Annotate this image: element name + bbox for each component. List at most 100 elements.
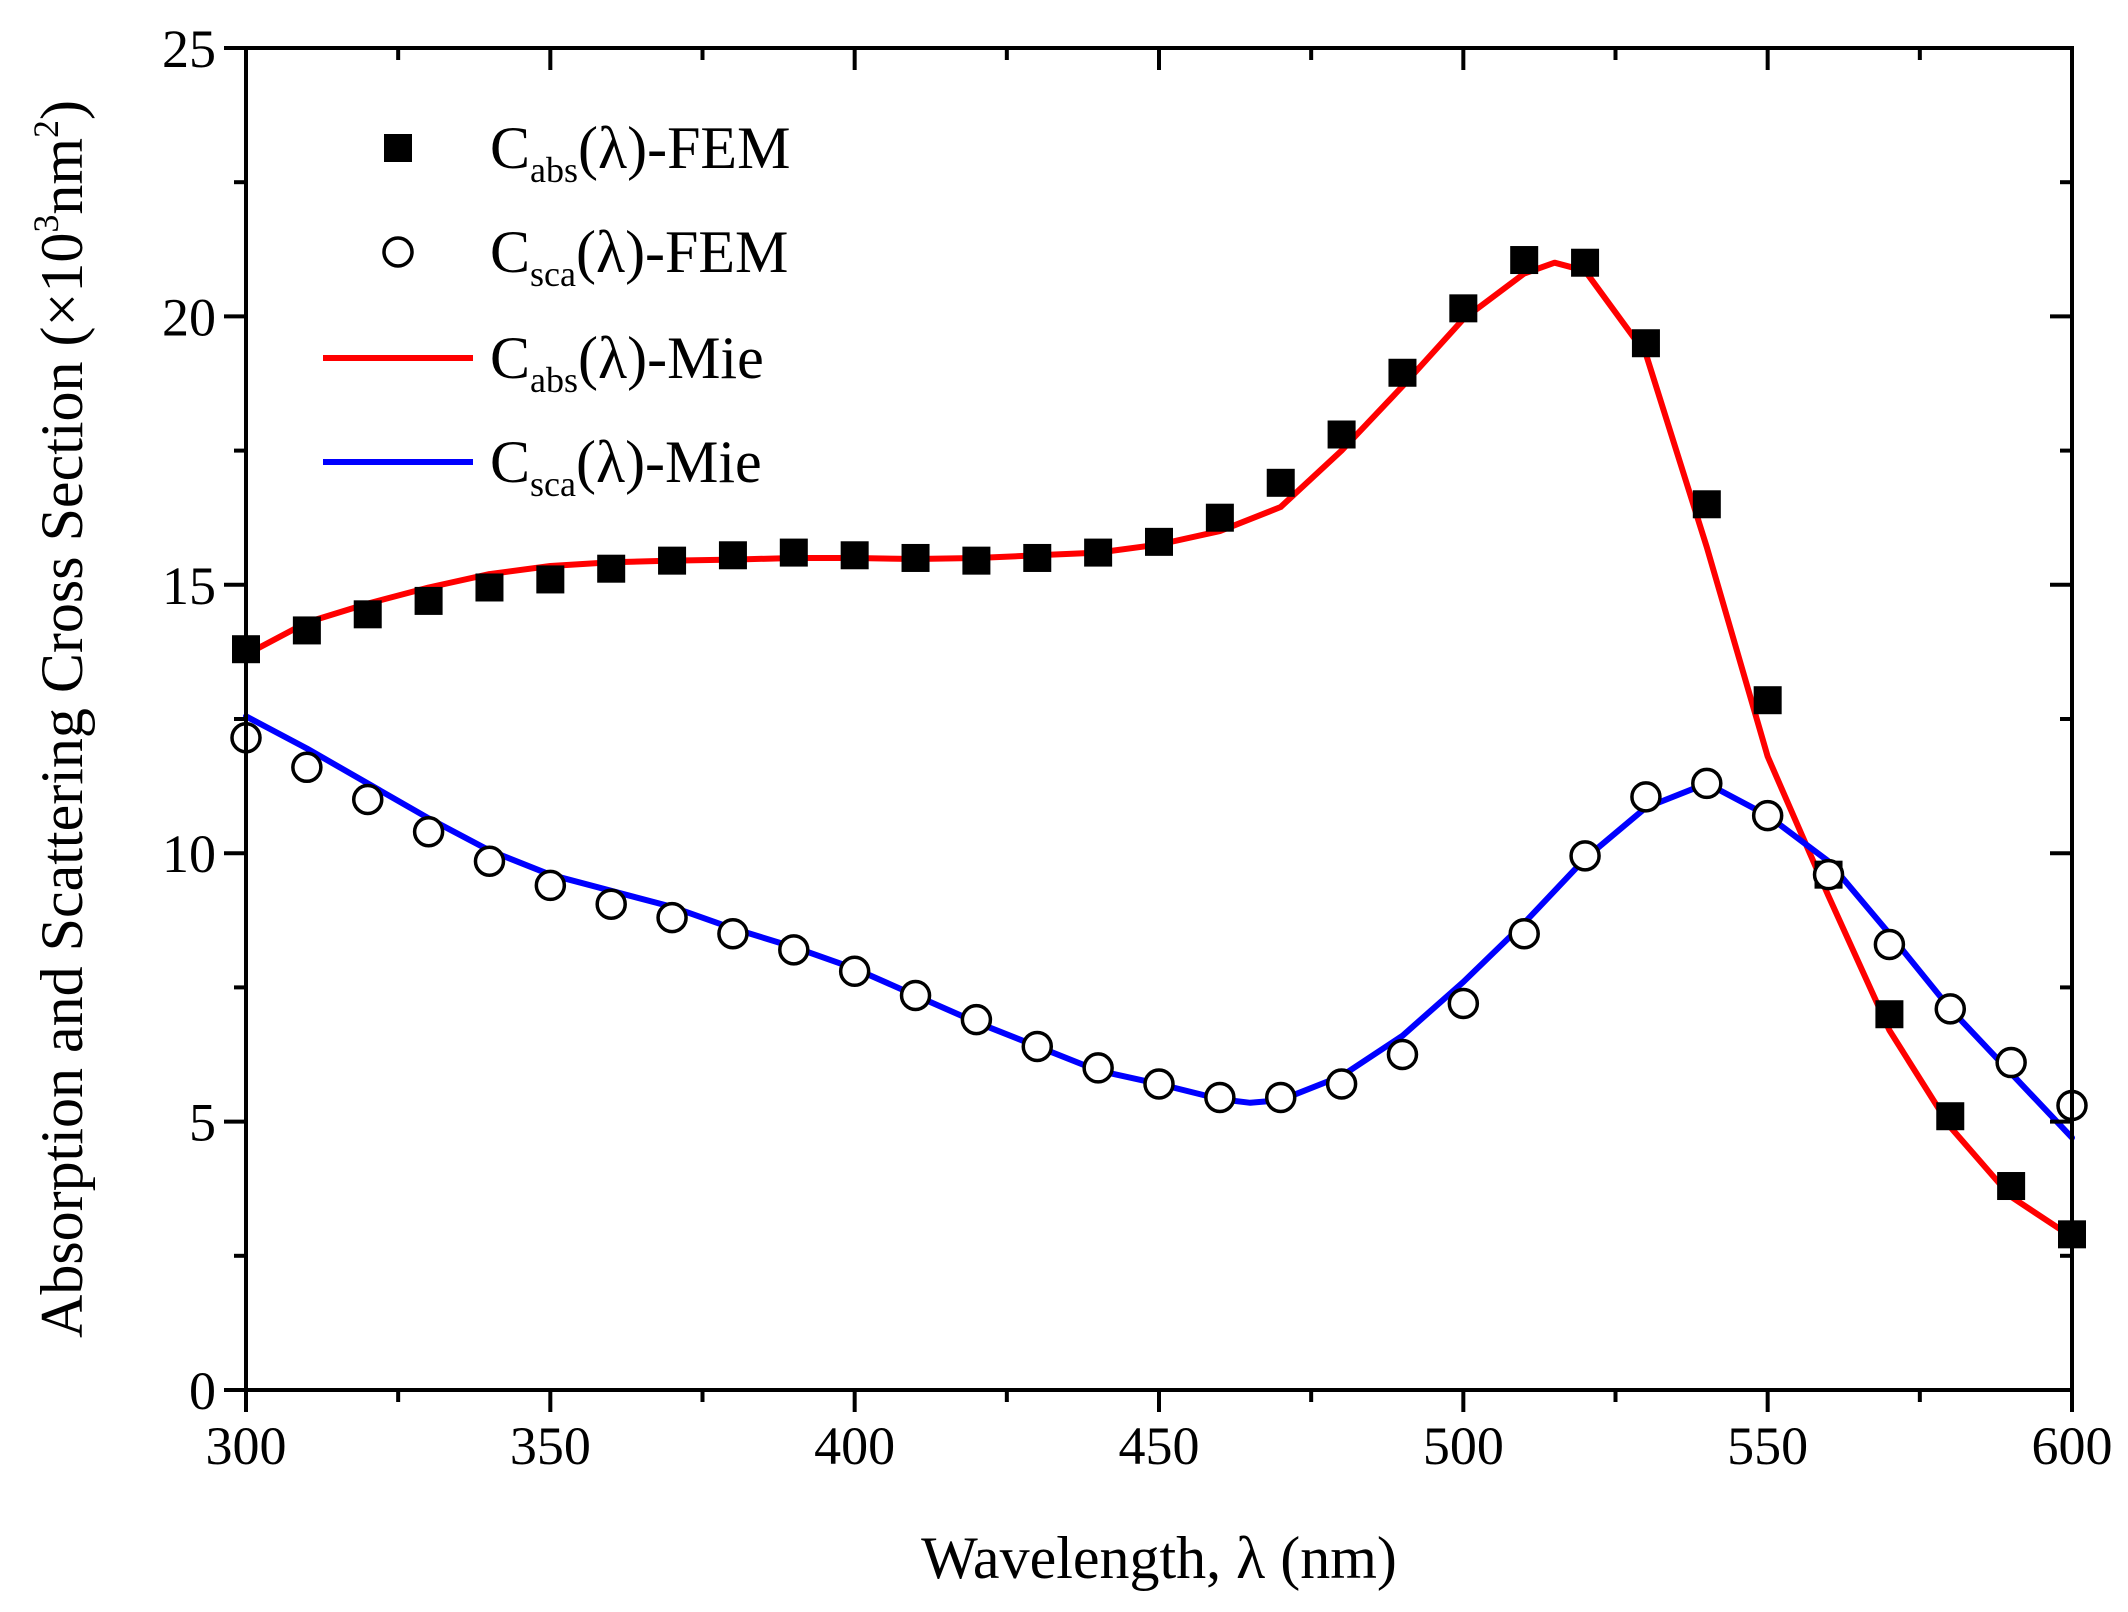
- point-c-abs-fem: [1936, 1102, 1965, 1131]
- x-tick-label: 400: [814, 1416, 895, 1476]
- point-c-sca-fem: [1204, 1081, 1236, 1114]
- y-axis-title-unit-sup: 2: [26, 120, 66, 138]
- point-c-sca-fem: [1630, 781, 1662, 813]
- point-c-abs-fem: [718, 541, 747, 570]
- point-c-abs-fem: [475, 573, 504, 602]
- legend-label-suffix: (λ)-FEM: [576, 219, 788, 285]
- y-axis-title-close: ): [29, 100, 95, 120]
- point-c-abs-fem: [1753, 686, 1782, 715]
- point-c-abs-fem: [1388, 358, 1417, 387]
- x-tick-label: 350: [510, 1416, 591, 1476]
- point-c-sca-fem: [1751, 799, 1784, 832]
- point-c-abs-fem: [292, 616, 321, 645]
- point-c-abs-fem: [414, 586, 443, 615]
- point-c-sca-fem: [1812, 858, 1845, 891]
- y-tick-label: 25: [162, 19, 216, 79]
- point-c-sca-fem: [1873, 928, 1906, 961]
- point-c-sca-fem: [473, 845, 506, 878]
- axis-ticks: [224, 46, 2074, 1412]
- x-tick-label: 300: [206, 1416, 287, 1476]
- point-c-sca-fem: [1691, 767, 1723, 800]
- legend-label-sub: sca: [530, 254, 576, 294]
- point-c-abs-fem: [1571, 248, 1600, 277]
- point-c-sca-fem: [1995, 1046, 2027, 1079]
- point-c-abs-fem: [901, 543, 930, 572]
- point-c-abs-fem: [597, 554, 626, 583]
- y-axis-title-main: Absorption and Scattering Cross Section …: [29, 233, 95, 1338]
- y-tick-label: 0: [189, 1361, 216, 1421]
- point-c-abs-fem: [1084, 538, 1113, 567]
- x-tick-label: 450: [1119, 1416, 1200, 1476]
- point-c-abs-fem: [840, 541, 869, 570]
- point-c-abs-fem: [962, 546, 991, 575]
- y-tick-label: 10: [162, 824, 216, 884]
- point-c-abs-fem: [1205, 503, 1234, 532]
- x-axis-title: Wavelength, λ (nm): [921, 1525, 1397, 1591]
- point-c-sca-fem: [899, 979, 932, 1012]
- point-c-sca-fem: [534, 869, 567, 902]
- point-c-sca-fem: [351, 783, 384, 816]
- point-c-sca-fem: [778, 934, 810, 966]
- point-c-abs-fem: [1266, 468, 1295, 497]
- point-c-abs-fem: [1631, 329, 1660, 358]
- point-c-sca-fem: [1934, 993, 1967, 1025]
- point-c-abs-fem: [1510, 246, 1539, 275]
- point-c-sca-fem: [717, 917, 749, 950]
- x-tick-label: 500: [1423, 1416, 1504, 1476]
- x-tick-label: 550: [1727, 1416, 1808, 1476]
- point-c-abs-fem: [1327, 420, 1356, 449]
- point-c-abs-fem: [536, 565, 565, 594]
- legend-label-suffix: (λ)-Mie: [576, 429, 762, 495]
- plot-series: [230, 246, 2088, 1249]
- point-c-sca-fem: [1082, 1052, 1114, 1084]
- point-c-sca-fem: [595, 888, 627, 920]
- point-c-sca-fem: [1386, 1038, 1419, 1071]
- y-tick-label: 5: [189, 1093, 216, 1153]
- legend-label-base: C: [490, 325, 530, 391]
- axis-tick-labels: 300 350 400 450 500 550 600 0 5 10 15 20 25: [162, 19, 2113, 1476]
- point-c-abs-fem: [1145, 527, 1173, 556]
- legend-label-sub: sca: [530, 464, 576, 504]
- y-axis-title-sup: 3: [26, 215, 66, 233]
- legend-label-base: C: [490, 429, 530, 495]
- y-axis-title-unit: nm: [29, 138, 95, 215]
- x-tick-label: 600: [2032, 1416, 2113, 1476]
- point-c-sca-fem: [1325, 1068, 1358, 1100]
- point-c-abs-fem: [1692, 490, 1721, 519]
- point-c-sca-fem: [1508, 917, 1540, 950]
- point-c-abs-fem: [353, 600, 382, 629]
- point-c-abs-fem: [1875, 1000, 1904, 1029]
- legend-label-c-sca-fem: Csca(λ)-FEM: [490, 219, 788, 294]
- legend-label-base: C: [490, 115, 530, 181]
- point-c-abs-fem: [1449, 294, 1478, 323]
- legend-label-c-abs-mie: Cabs(λ)-Mie: [490, 325, 764, 400]
- y-axis-title: Absorption and Scattering Cross Section …: [26, 100, 95, 1338]
- legend-label-suffix: (λ)-Mie: [578, 325, 764, 391]
- point-c-sca-fem: [656, 901, 688, 934]
- point-c-sca-fem: [1264, 1081, 1297, 1114]
- point-c-sca-fem: [1143, 1068, 1175, 1100]
- point-c-abs-fem: [658, 546, 687, 575]
- y-tick-label: 15: [162, 556, 216, 616]
- series-line-c-abs-mie: [243, 259, 2075, 1240]
- legend-label-c-sca-mie: Csca(λ)-Mie: [490, 429, 762, 504]
- legend-marker-c-sca-fem: [382, 236, 414, 268]
- point-c-sca-fem: [412, 815, 445, 848]
- legend-label-base: C: [490, 219, 530, 285]
- legend-label-sub: abs: [530, 360, 578, 400]
- legend-marker-c-abs-fem: [384, 134, 412, 162]
- legend-label-suffix: (λ)-FEM: [578, 115, 790, 181]
- y-tick-label: 20: [162, 287, 216, 347]
- point-c-sca-fem: [960, 1003, 993, 1036]
- point-c-sca-fem: [1447, 987, 1480, 1020]
- point-c-abs-fem: [1023, 543, 1052, 572]
- point-c-abs-fem: [779, 538, 808, 567]
- legend-label-c-abs-fem: Cabs(λ)-FEM: [490, 115, 790, 190]
- point-c-sca-fem: [291, 751, 323, 784]
- legend-label-sub: abs: [530, 150, 578, 190]
- point-c-sca-fem: [1021, 1030, 1054, 1063]
- point-c-sca-fem: [838, 955, 871, 988]
- legend: Cabs(λ)-FEMCsca(λ)-FEMCabs(λ)-MieCsca(λ)…: [323, 115, 790, 504]
